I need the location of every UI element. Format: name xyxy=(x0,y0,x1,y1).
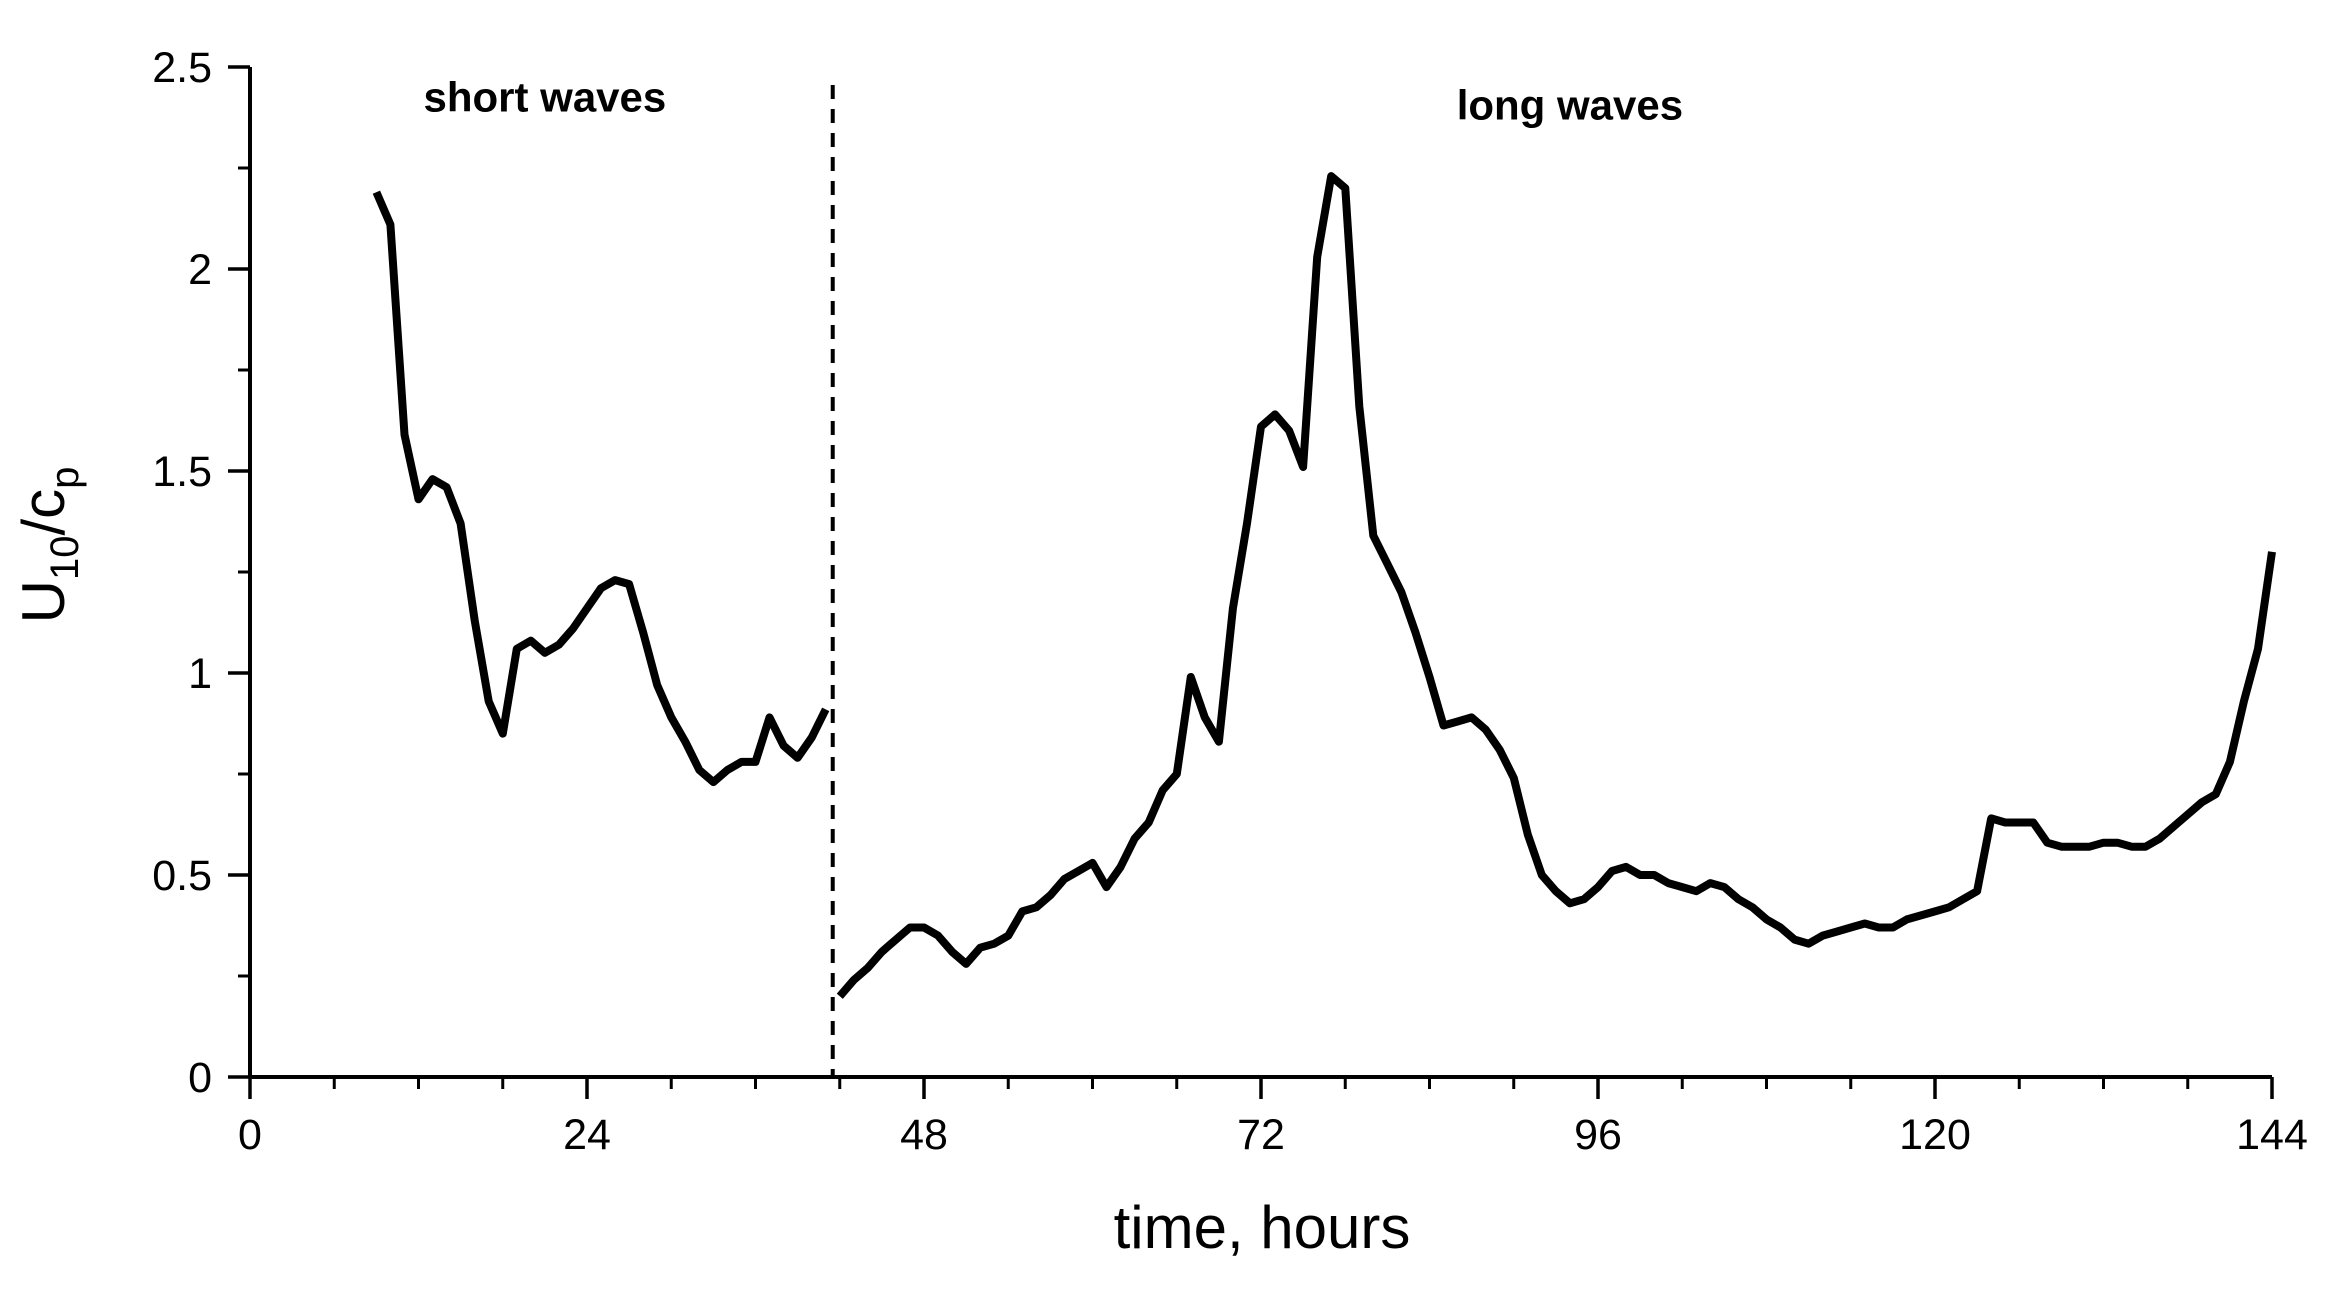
axes xyxy=(248,67,2272,1079)
y-tick-label: 0.5 xyxy=(152,852,212,900)
y-axis-title-sub2: p xyxy=(43,467,87,489)
series-line-short-waves xyxy=(372,190,830,787)
y-tick-label: 1 xyxy=(188,650,212,698)
series-lines xyxy=(372,172,2276,999)
y-tick-label: 2.5 xyxy=(152,44,212,92)
series-line-long-waves xyxy=(836,172,2276,999)
x-axis-title: time, hours xyxy=(1114,1194,1411,1261)
y-tick-label: 1.5 xyxy=(152,448,212,496)
x-tick-label: 144 xyxy=(2236,1111,2308,1159)
x-tick-label: 120 xyxy=(1899,1111,1971,1159)
axis-ticks: 0 24 48 72 96 120 144 0 0.5 1 1.5 2 2.5 xyxy=(152,44,2308,1159)
y-axis-title: U10/cp xyxy=(10,467,87,624)
y-tick-label: 0 xyxy=(188,1054,212,1102)
x-tick-label: 24 xyxy=(563,1111,611,1159)
y-axis-title-mid: /c xyxy=(10,489,77,536)
x-tick-label: 48 xyxy=(900,1111,948,1159)
x-tick-label: 96 xyxy=(1574,1111,1622,1159)
annotation-label: short waves xyxy=(423,73,666,120)
y-axis-title-main: U xyxy=(10,580,77,623)
annotations: short waves long waves xyxy=(423,73,1683,128)
y-tick-label: 2 xyxy=(188,246,212,294)
x-tick-label: 0 xyxy=(238,1111,262,1159)
x-tick-label: 72 xyxy=(1237,1111,1285,1159)
y-axis-title-sub1: 10 xyxy=(43,536,87,581)
annotation-label: long waves xyxy=(1457,82,1683,129)
